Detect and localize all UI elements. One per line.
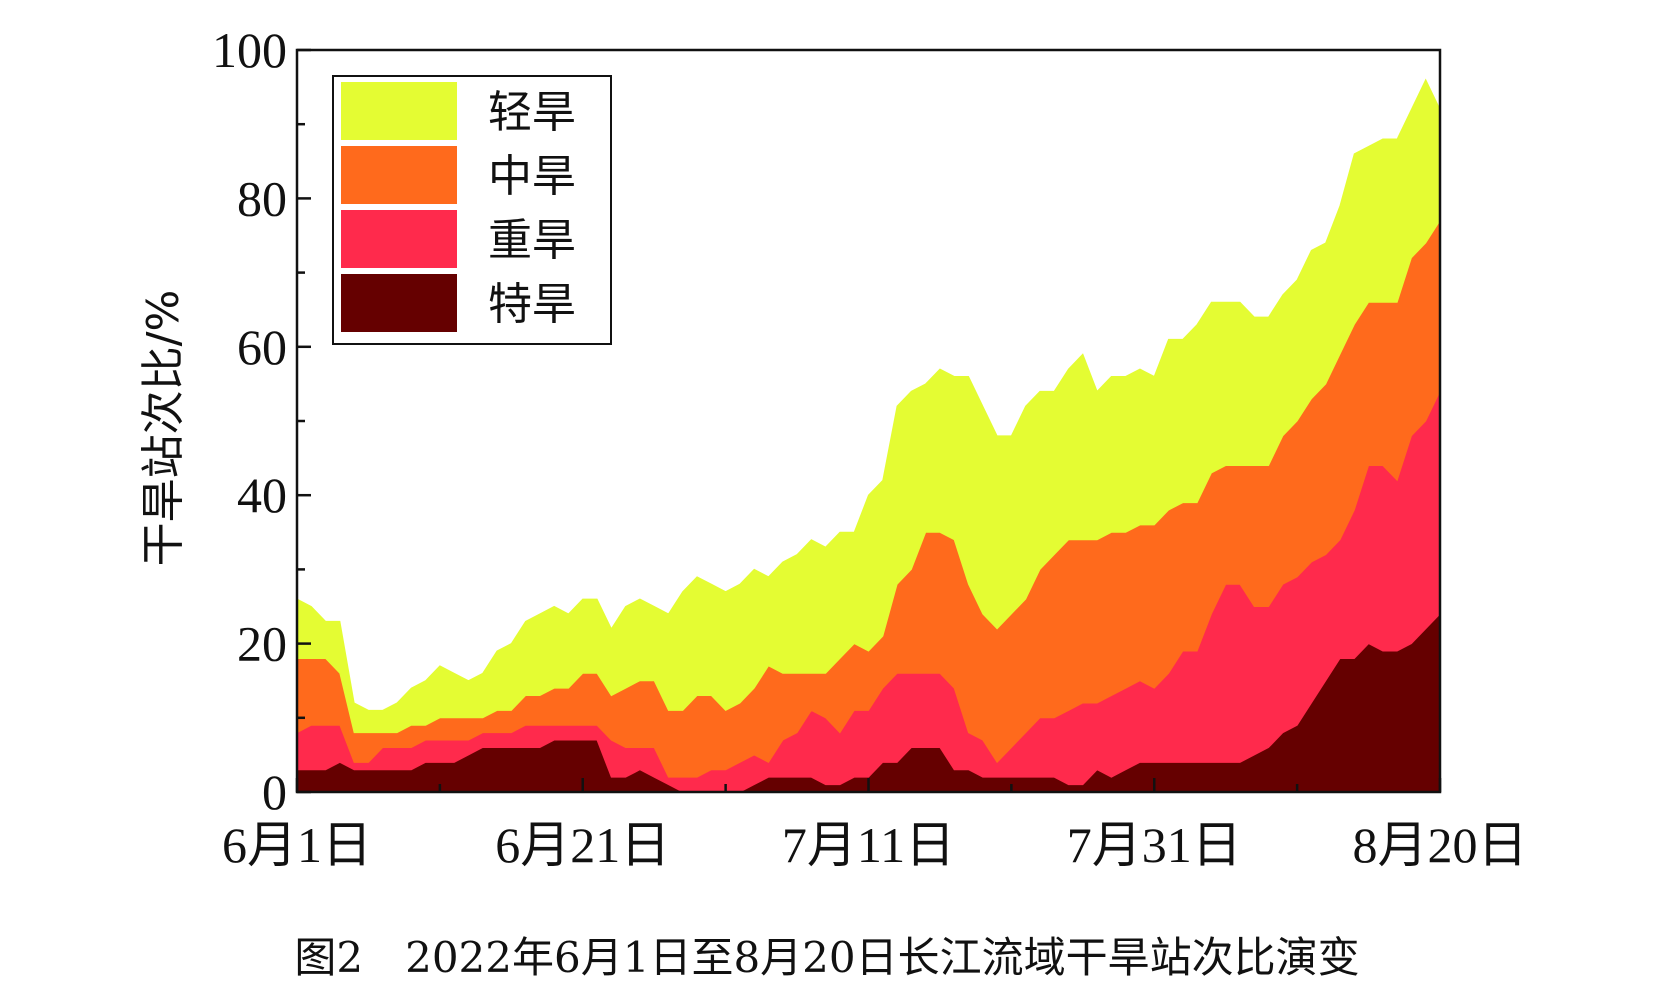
legend-swatch <box>341 210 457 268</box>
legend-label: 中旱 <box>488 151 576 202</box>
y-tick-label: 40 <box>237 467 287 523</box>
figure-caption: 图2 2022年6月1日至8月20日长江流域干旱站次比演变 <box>294 933 1359 982</box>
legend-label: 轻旱 <box>488 87 576 138</box>
y-axis-label: 干旱站次比/% <box>138 290 189 567</box>
y-axis: 0 20 40 60 80 100 <box>212 22 311 820</box>
y-tick-label: 100 <box>212 22 287 78</box>
legend-swatch <box>341 146 457 204</box>
y-tick-label: 0 <box>262 764 287 820</box>
x-axis: 6月1日 6月21日 7月11日 7月31日 8月20日 <box>222 778 1528 873</box>
x-tick-label: 6月21日 <box>495 817 670 873</box>
x-tick-label: 7月31日 <box>1067 817 1242 873</box>
legend-swatch <box>341 82 457 140</box>
y-tick-label: 60 <box>237 319 287 375</box>
legend-swatch <box>341 274 457 332</box>
x-tick-label: 8月20日 <box>1353 817 1528 873</box>
y-tick-label: 80 <box>237 170 287 226</box>
x-tick-label: 6月1日 <box>222 817 372 873</box>
y-tick-label: 20 <box>237 616 287 672</box>
x-tick-label: 7月11日 <box>782 817 955 873</box>
legend-label: 特旱 <box>488 279 576 330</box>
legend-label: 重旱 <box>488 215 576 266</box>
